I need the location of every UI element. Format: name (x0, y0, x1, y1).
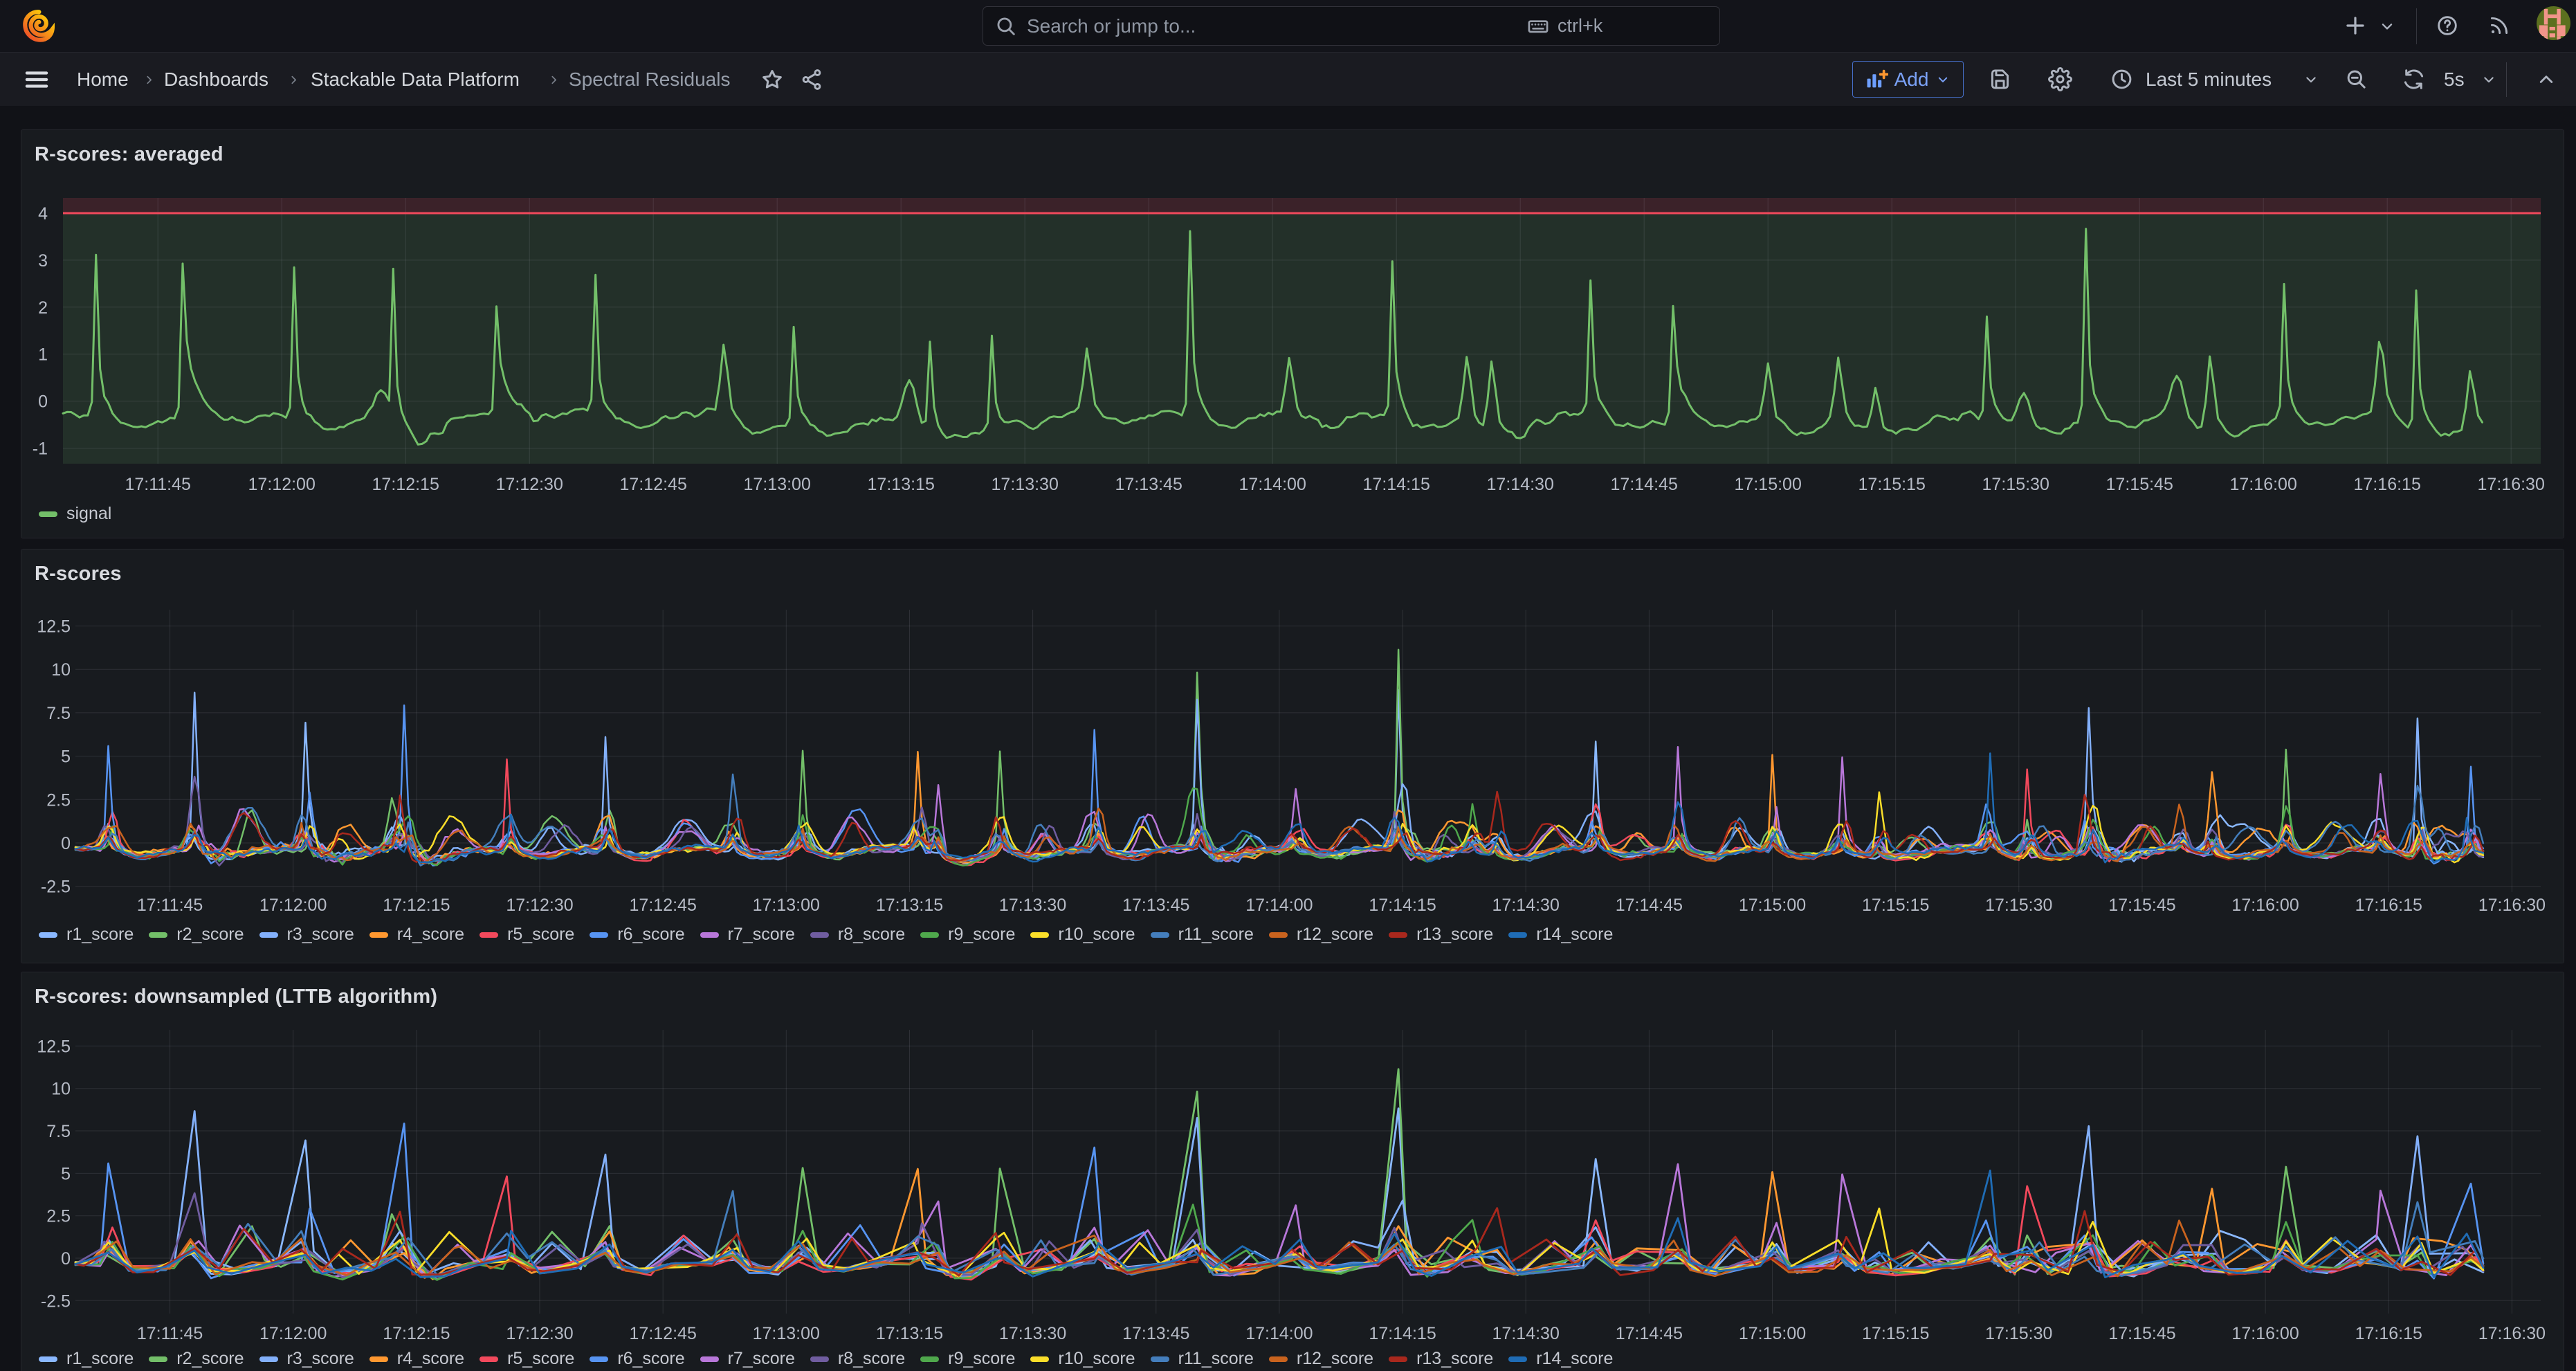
svg-text:17:16:15: 17:16:15 (2355, 1324, 2422, 1343)
svg-text:17:13:30: 17:13:30 (992, 475, 1059, 494)
svg-text:17:15:30: 17:15:30 (1985, 1324, 2052, 1343)
svg-text:17:15:00: 17:15:00 (1735, 475, 1802, 494)
svg-text:17:12:15: 17:12:15 (383, 896, 450, 915)
svg-text:17:12:00: 17:12:00 (259, 896, 327, 915)
svg-text:17:11:45: 17:11:45 (137, 1324, 203, 1343)
svg-text:17:14:30: 17:14:30 (1492, 1324, 1560, 1343)
svg-text:17:12:45: 17:12:45 (620, 475, 687, 494)
svg-text:17:16:00: 17:16:00 (2231, 1324, 2299, 1343)
svg-text:4: 4 (38, 204, 48, 224)
svg-text:17:16:30: 17:16:30 (2478, 475, 2545, 494)
svg-text:0: 0 (61, 1249, 71, 1269)
svg-text:-2.5: -2.5 (41, 1291, 71, 1311)
svg-text:17:14:30: 17:14:30 (1487, 475, 1554, 494)
svg-text:17:14:00: 17:14:00 (1239, 475, 1306, 494)
svg-text:17:15:45: 17:15:45 (2108, 896, 2175, 915)
svg-text:17:14:15: 17:14:15 (1369, 896, 1436, 915)
svg-text:-1: -1 (33, 439, 48, 459)
svg-text:5: 5 (61, 1164, 71, 1183)
svg-text:17:15:45: 17:15:45 (2106, 475, 2173, 494)
svg-text:2: 2 (38, 298, 48, 318)
svg-text:17:12:15: 17:12:15 (372, 475, 439, 494)
svg-text:17:14:30: 17:14:30 (1492, 896, 1560, 915)
svg-text:17:12:15: 17:12:15 (383, 1324, 450, 1343)
svg-text:17:12:30: 17:12:30 (506, 896, 573, 915)
svg-text:17:13:15: 17:13:15 (876, 1324, 943, 1343)
svg-text:-2.5: -2.5 (41, 878, 71, 897)
svg-text:0: 0 (61, 834, 71, 853)
svg-text:17:12:45: 17:12:45 (630, 1324, 697, 1343)
svg-text:12.5: 12.5 (37, 1037, 71, 1056)
svg-text:17:15:15: 17:15:15 (1862, 896, 1929, 915)
svg-text:1: 1 (38, 345, 48, 365)
svg-text:17:12:00: 17:12:00 (248, 475, 316, 494)
svg-text:17:13:30: 17:13:30 (999, 1324, 1066, 1343)
svg-text:17:15:15: 17:15:15 (1858, 475, 1926, 494)
svg-text:0: 0 (38, 392, 48, 412)
svg-text:17:16:30: 17:16:30 (2478, 1324, 2546, 1343)
svg-text:17:14:00: 17:14:00 (1245, 1324, 1313, 1343)
svg-text:7.5: 7.5 (46, 1122, 71, 1141)
svg-text:5: 5 (61, 747, 71, 767)
svg-text:17:13:00: 17:13:00 (744, 475, 811, 494)
svg-text:2.5: 2.5 (46, 790, 71, 810)
svg-text:17:14:00: 17:14:00 (1245, 896, 1313, 915)
svg-text:2.5: 2.5 (46, 1207, 71, 1226)
svg-text:10: 10 (51, 1080, 71, 1099)
svg-text:17:15:30: 17:15:30 (1985, 896, 2052, 915)
svg-text:17:13:00: 17:13:00 (753, 1324, 820, 1343)
svg-text:17:13:45: 17:13:45 (1122, 1324, 1189, 1343)
svg-text:17:13:45: 17:13:45 (1115, 475, 1182, 494)
svg-text:12.5: 12.5 (37, 617, 71, 637)
svg-text:17:14:15: 17:14:15 (1369, 1324, 1436, 1343)
svg-text:17:14:15: 17:14:15 (1363, 475, 1430, 494)
svg-text:3: 3 (38, 251, 48, 271)
svg-text:17:13:30: 17:13:30 (999, 896, 1066, 915)
svg-text:17:16:15: 17:16:15 (2354, 475, 2421, 494)
svg-text:17:12:45: 17:12:45 (630, 896, 697, 915)
svg-text:17:11:45: 17:11:45 (125, 475, 190, 494)
svg-text:17:13:00: 17:13:00 (753, 896, 820, 915)
svg-text:17:13:15: 17:13:15 (876, 896, 943, 915)
svg-text:17:15:45: 17:15:45 (2108, 1324, 2175, 1343)
svg-text:17:12:00: 17:12:00 (259, 1324, 327, 1343)
svg-text:17:14:45: 17:14:45 (1611, 475, 1678, 494)
svg-text:17:15:00: 17:15:00 (1739, 1324, 1806, 1343)
svg-text:17:14:45: 17:14:45 (1616, 896, 1683, 915)
svg-text:17:12:30: 17:12:30 (496, 475, 563, 494)
svg-text:17:15:30: 17:15:30 (1982, 475, 2049, 494)
svg-text:17:15:00: 17:15:00 (1739, 896, 1806, 915)
svg-text:17:16:00: 17:16:00 (2231, 896, 2299, 915)
svg-text:10: 10 (51, 660, 71, 680)
svg-text:17:14:45: 17:14:45 (1616, 1324, 1683, 1343)
svg-text:17:13:45: 17:13:45 (1122, 896, 1189, 915)
svg-text:17:12:30: 17:12:30 (506, 1324, 573, 1343)
svg-text:17:15:15: 17:15:15 (1862, 1324, 1929, 1343)
svg-text:17:13:15: 17:13:15 (868, 475, 935, 494)
svg-text:17:11:45: 17:11:45 (137, 896, 203, 915)
svg-text:17:16:15: 17:16:15 (2355, 896, 2422, 915)
svg-text:7.5: 7.5 (46, 704, 71, 723)
svg-text:17:16:30: 17:16:30 (2478, 896, 2546, 915)
svg-text:17:16:00: 17:16:00 (2230, 475, 2297, 494)
